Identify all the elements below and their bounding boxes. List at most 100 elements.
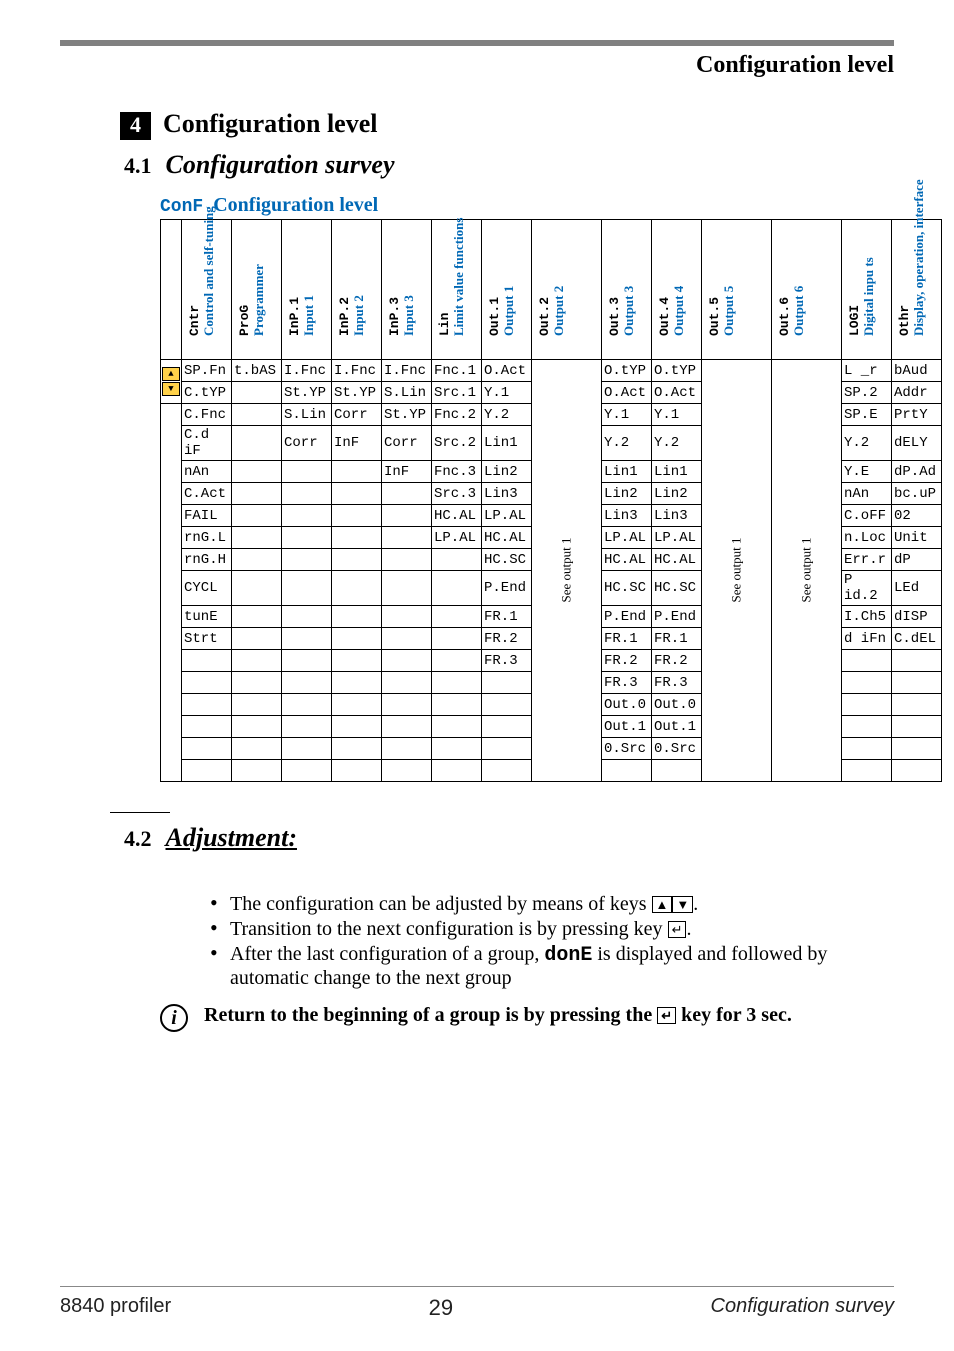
- table-cell: SP.2: [842, 382, 892, 404]
- table-cell: [182, 650, 232, 672]
- table-cell: [892, 672, 942, 694]
- table-cell: rnG.H: [182, 549, 232, 571]
- table-cell: 0.Src: [652, 738, 702, 760]
- column-header: InP.1Input 1: [282, 220, 332, 360]
- table-cell: Lin2: [652, 483, 702, 505]
- section-number: 4: [120, 112, 151, 140]
- table-cell: FR.1: [482, 606, 532, 628]
- table-cell: [332, 571, 382, 606]
- table-cell: [232, 606, 282, 628]
- table-cell: P.End: [652, 606, 702, 628]
- table-cell: C.tYP: [182, 382, 232, 404]
- table-cell: Src.3: [432, 483, 482, 505]
- table-cell: [182, 694, 232, 716]
- footer-left: 8840 profiler: [60, 1295, 171, 1321]
- table-cell: tunE: [182, 606, 232, 628]
- table-cell: Lin3: [482, 483, 532, 505]
- table-cell: [232, 738, 282, 760]
- table-cell: [842, 716, 892, 738]
- table-cell: [382, 571, 432, 606]
- table-cell: C.Fnc: [182, 404, 232, 426]
- table-cell: LP.AL: [602, 527, 652, 549]
- table-cell: [332, 628, 382, 650]
- table-cell: Y.1: [602, 404, 652, 426]
- column-header: OthrDisplay, operation, interface: [892, 220, 942, 360]
- configuration-table: CntrControl and self-tuningProGProgramme…: [160, 219, 942, 782]
- table-cell: HC.SC: [482, 549, 532, 571]
- table-cell: Y.2: [842, 426, 892, 461]
- see-output-cell: See output 1: [772, 360, 842, 782]
- bullet-3: After the last configuration of a group,…: [210, 943, 894, 990]
- table-cell: [482, 716, 532, 738]
- column-header: Out.1Output 1: [482, 220, 532, 360]
- table-cell: [182, 760, 232, 782]
- table-cell: O.Act: [652, 382, 702, 404]
- table-cell: HC.AL: [482, 527, 532, 549]
- table-cell: [382, 527, 432, 549]
- table-cell: [232, 672, 282, 694]
- table-cell: [232, 716, 282, 738]
- table-cell: [232, 549, 282, 571]
- subsection-title: Adjustment:: [166, 823, 297, 853]
- updown-buttons[interactable]: ▲▼: [161, 360, 182, 404]
- table-cell: [282, 760, 332, 782]
- table-cell: [482, 760, 532, 782]
- column-header: Out.5Output 5: [702, 220, 772, 360]
- up-button[interactable]: ▲: [162, 367, 180, 381]
- table-cell: 0.Src: [602, 738, 652, 760]
- table-cell: [382, 738, 432, 760]
- table-cell: [282, 628, 332, 650]
- table-cell: LP.AL: [482, 505, 532, 527]
- subsection-number: 4.1: [124, 153, 152, 179]
- table-cell: St.YP: [282, 382, 332, 404]
- table-cell: I.Fnc: [382, 360, 432, 382]
- enter-key-icon: ↵: [668, 921, 687, 938]
- table-cell: [332, 505, 382, 527]
- table-cell: [382, 716, 432, 738]
- table-cell: LP.AL: [652, 527, 702, 549]
- table-cell: dELY: [892, 426, 942, 461]
- table-cell: P.End: [602, 606, 652, 628]
- table-cell: [232, 461, 282, 483]
- table-cell: FR.3: [602, 672, 652, 694]
- table-cell: [232, 650, 282, 672]
- table-cell: bc.uP: [892, 483, 942, 505]
- down-button[interactable]: ▼: [162, 382, 180, 396]
- subsection-number: 4.2: [124, 826, 152, 852]
- table-cell: [842, 760, 892, 782]
- see-output-cell: See output 1: [702, 360, 772, 782]
- table-cell: [892, 760, 942, 782]
- see-output-cell: See output 1: [532, 360, 602, 782]
- table-cell: Out.0: [652, 694, 702, 716]
- table-cell: [282, 549, 332, 571]
- subsection-4-2-heading: 4.2 Adjustment:: [60, 823, 894, 853]
- table-cell: Y.2: [652, 426, 702, 461]
- table-cell: [282, 694, 332, 716]
- table-cell: I.Fnc: [332, 360, 382, 382]
- table-cell: d iFn: [842, 628, 892, 650]
- table-cell: [842, 694, 892, 716]
- subsection-4-1-heading: 4.1 Configuration survey: [60, 150, 894, 180]
- table-cell: [232, 404, 282, 426]
- table-cell: [432, 571, 482, 606]
- table-cell: HC.SC: [602, 571, 652, 606]
- table-cell: C.dEL: [892, 628, 942, 650]
- column-header: LinLimit value functions: [432, 220, 482, 360]
- table-cell: dP: [892, 549, 942, 571]
- table-cell: [232, 628, 282, 650]
- table-cell: Y.2: [482, 404, 532, 426]
- table-cell: dP.Ad: [892, 461, 942, 483]
- return-instruction: i Return to the beginning of a group is …: [160, 1004, 894, 1032]
- table-cell: Lin1: [482, 426, 532, 461]
- table-cell: [182, 738, 232, 760]
- table-cell: InF: [332, 426, 382, 461]
- column-header: Out.6Output 6: [772, 220, 842, 360]
- table-cell: [182, 716, 232, 738]
- table-cell: [332, 738, 382, 760]
- table-cell: Corr: [382, 426, 432, 461]
- table-cell: [652, 760, 702, 782]
- table-cell: [382, 549, 432, 571]
- table-cell: O.Act: [482, 360, 532, 382]
- table-cell: [332, 694, 382, 716]
- up-key-icon: ▲: [652, 896, 673, 913]
